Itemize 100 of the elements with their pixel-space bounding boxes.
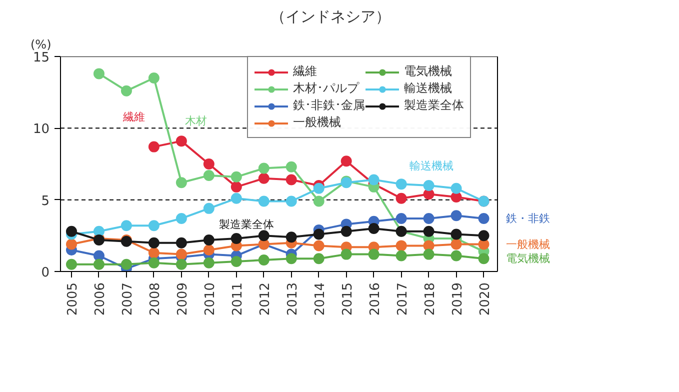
point <box>313 240 324 252</box>
point <box>230 171 242 182</box>
point <box>478 212 490 224</box>
point <box>148 237 160 248</box>
y-tick-label: 10 <box>32 122 50 138</box>
point <box>258 172 270 184</box>
y-axis-title: (%) <box>30 38 52 52</box>
point <box>423 248 434 260</box>
legend-label: 繊維 <box>293 63 317 80</box>
x-tick-label: 2020 <box>478 282 493 316</box>
legend-label: 一般機械 <box>293 114 341 131</box>
point <box>66 258 77 270</box>
point <box>258 196 270 207</box>
point <box>176 237 187 248</box>
point <box>313 228 324 240</box>
point <box>450 210 462 222</box>
point <box>478 253 490 264</box>
legend-label: 電気機械 <box>404 63 452 80</box>
x-tick-label: 2016 <box>368 282 383 316</box>
point <box>396 212 407 224</box>
point <box>230 233 242 244</box>
point <box>148 72 160 84</box>
point <box>203 170 214 181</box>
annotation: 一般機械 <box>506 238 550 251</box>
point <box>230 256 242 267</box>
annotation: 輸送機械 <box>409 160 454 173</box>
point <box>66 226 77 237</box>
point <box>286 174 297 186</box>
point <box>148 247 160 258</box>
point <box>176 258 187 270</box>
point <box>450 238 462 250</box>
x-tick-label: 2018 <box>422 282 438 316</box>
point <box>396 178 407 190</box>
point <box>450 250 462 262</box>
point <box>340 226 352 237</box>
point <box>93 68 104 80</box>
point <box>176 177 187 188</box>
annotation: 繊維 <box>122 110 145 124</box>
x-tick-label: 2017 <box>395 282 410 316</box>
point <box>148 220 160 232</box>
point <box>230 192 242 204</box>
x-tick-label: 2013 <box>285 282 300 316</box>
legend-label: 木材･パルプ <box>293 80 359 97</box>
x-tick-label: 2010 <box>202 282 218 316</box>
x-tick-label: 2011 <box>230 282 246 316</box>
point <box>423 180 434 191</box>
point <box>396 240 407 252</box>
y-tick-label: 15 <box>32 50 50 66</box>
point <box>313 182 324 194</box>
point <box>396 250 407 262</box>
point <box>313 196 324 207</box>
point <box>368 223 380 234</box>
legend-label: 鉄･非鉄･金属 <box>293 97 365 114</box>
point <box>120 85 132 96</box>
point <box>450 182 462 194</box>
annotation: 木材 <box>184 114 207 128</box>
point <box>368 248 380 260</box>
x-tick-label: 2006 <box>92 282 108 316</box>
point <box>258 230 270 242</box>
point <box>203 234 214 246</box>
point <box>286 196 297 207</box>
x-tick-label: 2009 <box>175 282 190 316</box>
x-tick-label: 2007 <box>120 282 136 316</box>
annotation: 電気機械 <box>506 252 550 266</box>
point <box>368 174 380 186</box>
x-tick-label: 2014 <box>312 282 328 316</box>
x-tick-label: 2015 <box>340 282 356 316</box>
point <box>478 230 490 242</box>
point <box>286 253 297 264</box>
y-tick-label: 5 <box>41 194 50 209</box>
point <box>148 257 160 268</box>
point <box>423 212 434 224</box>
point <box>258 254 270 266</box>
point <box>203 158 214 170</box>
x-tick-label: 2005 <box>65 282 80 316</box>
y-tick-label: 0 <box>41 266 50 280</box>
point <box>396 192 407 204</box>
x-tick-label: 2019 <box>450 282 466 316</box>
point <box>340 248 352 260</box>
point <box>423 226 434 237</box>
annotation: 鉄・非鉄 <box>506 212 550 225</box>
point <box>230 181 242 192</box>
point <box>286 161 297 172</box>
point <box>66 238 77 250</box>
x-tick-label: 2012 <box>258 282 273 316</box>
point <box>176 212 187 224</box>
legend-label: 製造業全体 <box>404 97 464 114</box>
chart-title: （インドネシア） <box>270 8 390 26</box>
point <box>313 253 324 264</box>
point <box>148 141 160 152</box>
point <box>258 162 270 174</box>
annotation: 製造業全体 <box>218 218 274 232</box>
point <box>93 258 104 270</box>
point <box>176 248 187 260</box>
point <box>203 202 214 214</box>
point <box>176 136 187 147</box>
x-tick-label: 2008 <box>148 282 163 316</box>
point <box>120 220 132 232</box>
point <box>120 258 132 270</box>
point <box>340 156 352 167</box>
